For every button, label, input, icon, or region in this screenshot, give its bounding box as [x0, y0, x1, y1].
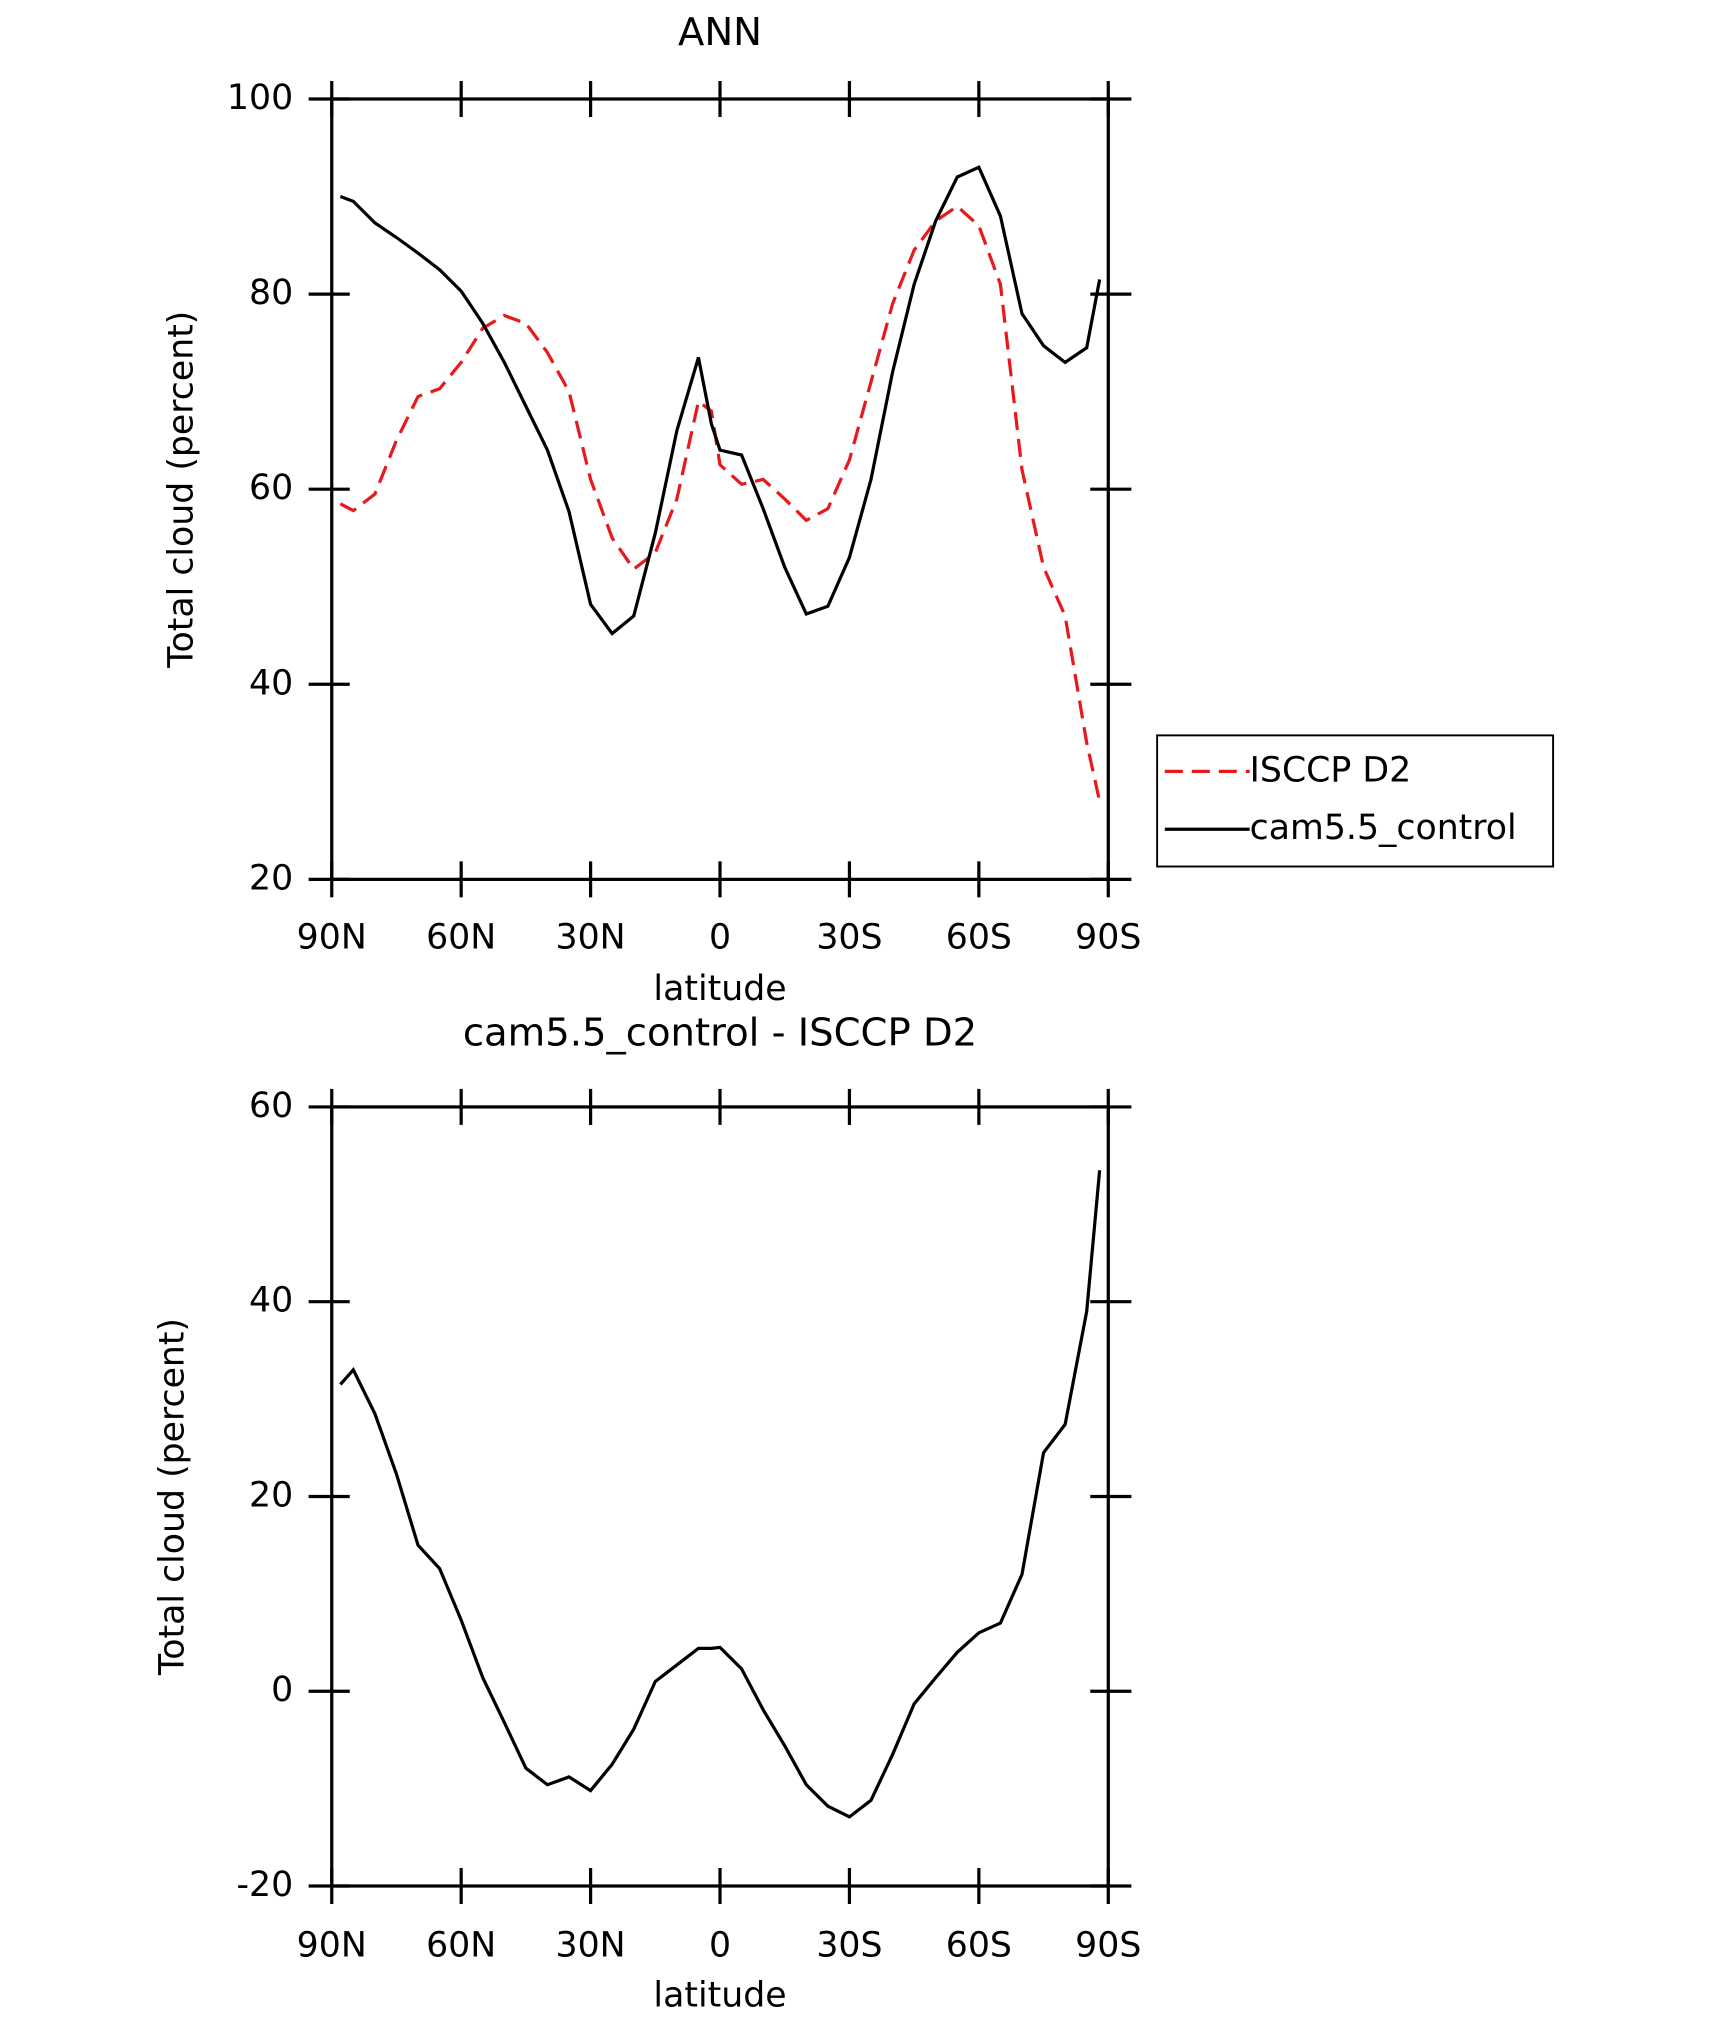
data-line	[339, 204, 1102, 802]
x-tick-label: 90N	[297, 1925, 367, 1965]
y-axis-label: Total cloud (percent)	[153, 1318, 193, 1676]
y-tick-label: 80	[249, 273, 293, 313]
legend-label: ISCCP D2	[1250, 750, 1412, 790]
x-axis-label: latitude	[653, 1976, 786, 2016]
legend-label: cam5.5_control	[1250, 808, 1517, 848]
x-axis-label: latitude	[653, 969, 786, 1009]
x-tick-label: 90S	[1075, 1925, 1141, 1965]
x-tick-label: 30N	[556, 918, 626, 958]
y-tick-label: 40	[249, 1281, 293, 1321]
x-tick-label: 0	[709, 918, 731, 958]
x-tick-label: 60S	[946, 918, 1012, 958]
x-tick-label: 60N	[426, 1925, 496, 1965]
y-tick-label: -20	[236, 1865, 293, 1905]
y-tick-label: 0	[271, 1670, 293, 1710]
y-tick-label: 40	[249, 663, 293, 703]
chart-title: cam5.5_control - ISCCP D2	[463, 1010, 977, 1055]
x-tick-label: 60S	[946, 1925, 1012, 1965]
plot-frame	[330, 97, 1110, 881]
chart-title: ANN	[678, 10, 762, 55]
y-tick-label: 60	[249, 1086, 293, 1126]
x-tick-label: 30N	[556, 1925, 626, 1965]
y-tick-label: 60	[249, 468, 293, 508]
y-tick-label: 20	[249, 858, 293, 898]
data-line	[339, 1170, 1102, 1819]
y-tick-label: 20	[249, 1475, 293, 1515]
plot-frame	[330, 1105, 1110, 1888]
x-tick-label: 90N	[297, 918, 367, 958]
legend-box	[1156, 734, 1555, 868]
x-tick-label: 0	[709, 1925, 731, 1965]
x-tick-label: 30S	[816, 1925, 882, 1965]
x-tick-label: 90S	[1075, 918, 1141, 958]
x-tick-label: 60N	[426, 918, 496, 958]
y-axis-label: Total cloud (percent)	[162, 311, 202, 669]
x-tick-label: 30S	[816, 918, 882, 958]
y-tick-label: 100	[227, 78, 293, 118]
data-line	[339, 165, 1102, 636]
